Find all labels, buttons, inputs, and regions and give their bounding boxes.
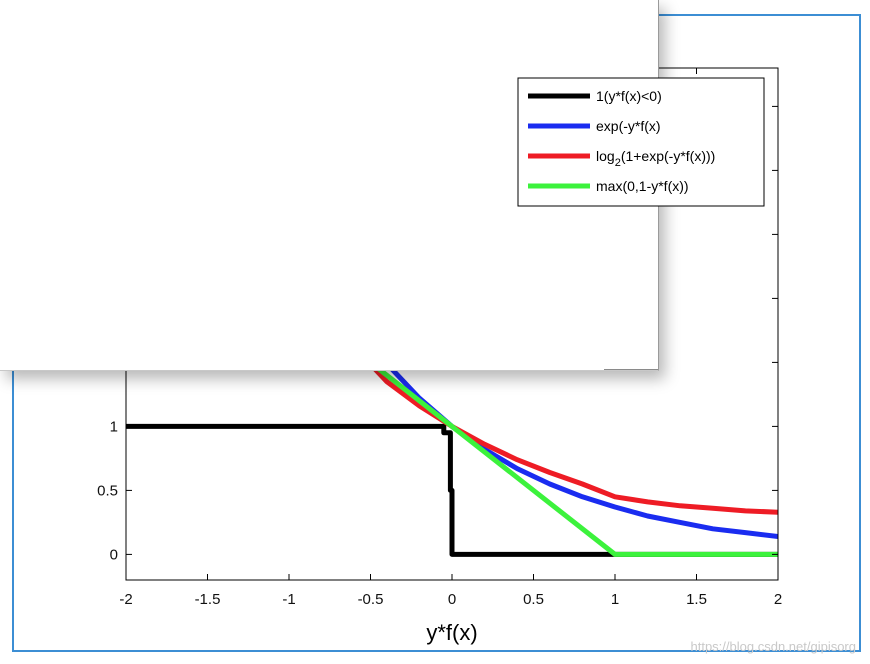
- x-tick-label: -0.5: [358, 591, 384, 608]
- y-tick-label: 0.5: [97, 482, 118, 499]
- legend-box: [517, 77, 765, 207]
- watermark-text: https://blog.csdn.net/gipisorg: [690, 639, 857, 654]
- x-tick-label: -2: [119, 591, 132, 608]
- occluding-window-edge: [604, 369, 658, 370]
- x-tick-label: -1.5: [195, 591, 221, 608]
- x-tick-label: -1: [282, 591, 295, 608]
- x-tick-label: 0.5: [523, 591, 544, 608]
- y-tick-label: 0: [110, 546, 118, 563]
- x-tick-label: 1.5: [686, 591, 707, 608]
- x-tick-label: 0: [448, 591, 456, 608]
- legend-label: max(0,1-y*f(x)): [596, 178, 689, 194]
- y-tick-label: 1: [110, 418, 118, 435]
- legend-label: exp(-y*f(x): [596, 118, 661, 134]
- x-axis-title: y*f(x): [426, 620, 477, 645]
- x-tick-label: 2: [774, 591, 782, 608]
- legend-label: log2(1+exp(-y*f(x))): [596, 148, 715, 169]
- series-line-1: [126, 423, 778, 557]
- legend-label: 1(y*f(x)<0): [596, 88, 662, 104]
- x-tick-label: 1: [611, 591, 619, 608]
- legend-entries: 1(y*f(x)<0) exp(-y*f(x) log2(1+exp(-y*f(x)…: [528, 88, 715, 194]
